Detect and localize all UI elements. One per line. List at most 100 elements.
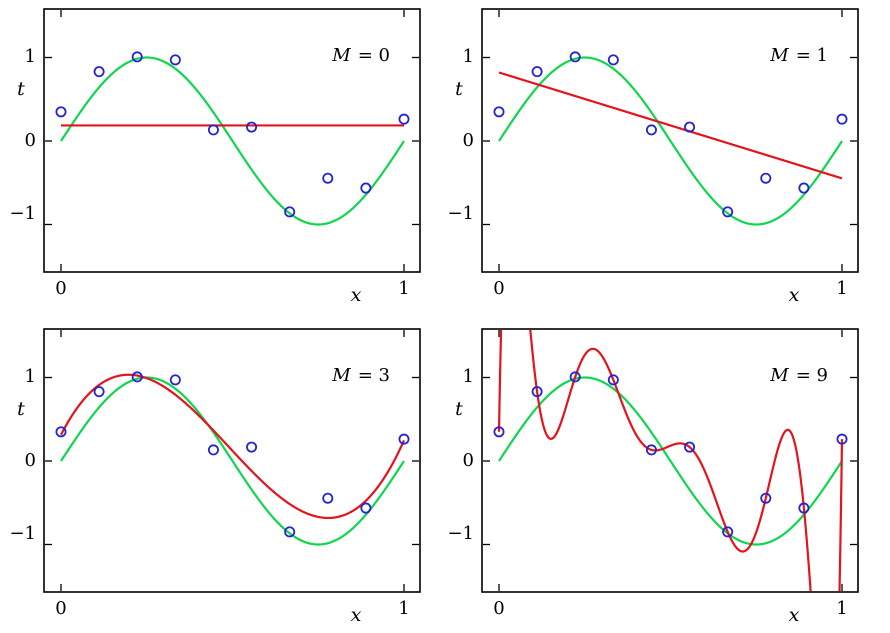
panel-title-variable: M [332,365,351,386]
data-point-marker [131,371,143,383]
data-point-marker [493,106,505,118]
data-point-marker [531,386,543,398]
plot-canvas-m1 [481,8,859,273]
data-point-marker [398,113,410,125]
data-point-marker [360,182,372,194]
data-point-marker [246,441,258,453]
data-point-marker [798,502,810,514]
y-axis-label: t [17,398,25,420]
data-point-marker [645,124,657,136]
data-point-marker [607,54,619,66]
data-point-marker [398,433,410,445]
data-point-marker [322,172,334,184]
y-axis-label: t [455,398,463,420]
panel-title-m9: M = 9 [628,366,828,386]
data-point-marker [93,66,105,78]
y-tick-label-1: 1 [462,46,474,67]
y-axis-label: t [17,78,25,100]
y-tick-label-minus1: −1 [9,523,36,544]
data-point-marker [836,113,848,125]
data-point-marker [760,492,772,504]
polynomial-fit-curve [497,330,844,591]
panel-title-m3: M = 3 [190,366,390,386]
panel-title-value: = 0 [357,45,390,66]
x-axis-label: x [350,284,362,306]
panel-title-m1: M = 1 [628,46,828,66]
data-point-marker [684,441,696,453]
data-point-marker [569,51,581,63]
data-point-marker [760,172,772,184]
panel-title-variable: M [770,45,789,66]
y-tick-label-0: 0 [462,130,474,151]
y-axis-label: t [455,78,463,100]
data-point-marker [722,206,734,218]
data-point-marker [207,444,219,456]
data-point-marker [55,106,67,118]
data-point-marker [131,51,143,63]
y-tick-label-minus1: −1 [447,203,474,224]
y-tick-label-0: 0 [24,130,36,151]
data-point-marker [798,182,810,194]
plot-canvas-m0 [43,8,421,273]
subplot-m3: 1 0 −1 t 0 1 x M = 3 [0,320,452,633]
subplot-m9: 1 0 −1 t 0 1 x M = 9 [438,320,890,633]
x-tick-label-1: 1 [836,278,848,299]
data-point-marker [607,374,619,386]
data-point-marker [207,124,219,136]
subplot-m1: 1 0 −1 t 0 1 x M = 1 [438,0,890,316]
data-point-marker [722,526,734,538]
y-tick-label-0: 0 [462,450,474,471]
data-point-marker [284,206,296,218]
true-function-curve [498,376,843,546]
data-point-marker [531,66,543,78]
x-tick-label-0: 0 [493,278,505,299]
y-tick-label-1: 1 [462,366,474,387]
panel-title-variable: M [770,365,789,386]
y-tick-label-1: 1 [24,46,36,67]
panel-title-m0: M = 0 [190,46,390,66]
data-point-marker [93,386,105,398]
data-point-marker [836,433,848,445]
subplot-m0: 1 0 −1 t 0 1 x M = 0 [0,0,452,316]
data-point-marker [493,426,505,438]
data-point-marker [322,492,334,504]
data-point-marker [169,54,181,66]
x-tick-label-1: 1 [398,598,410,619]
x-axis-label: x [350,604,362,626]
true-function-curve [60,56,405,226]
data-point-marker [169,374,181,386]
panel-title-value: = 9 [795,365,828,386]
data-point-marker [569,371,581,383]
data-point-marker [645,444,657,456]
y-tick-label-1: 1 [24,366,36,387]
x-tick-label-1: 1 [836,598,848,619]
axes-box [43,328,421,593]
true-function-curve [60,376,405,546]
data-point-marker [284,526,296,538]
panel-title-value: = 1 [795,45,828,66]
axes-box [481,328,859,593]
polynomial-fit-curve [498,71,843,180]
x-axis-label: x [788,284,800,306]
axes-box [481,8,859,273]
data-point-marker [684,121,696,133]
true-function-curve [498,56,843,226]
x-tick-label-1: 1 [398,278,410,299]
x-tick-label-0: 0 [493,598,505,619]
panel-title-value: = 3 [357,365,390,386]
data-point-marker [55,426,67,438]
x-axis-label: x [788,604,800,626]
x-tick-label-0: 0 [55,278,67,299]
polynomial-fit-curve [60,373,406,520]
plot-canvas-m3 [43,328,421,593]
panel-title-variable: M [332,45,351,66]
data-point-marker [360,502,372,514]
data-point-marker [246,121,258,133]
y-tick-label-minus1: −1 [9,203,36,224]
axes-box [43,8,421,273]
x-tick-label-0: 0 [55,598,67,619]
plot-canvas-m9 [481,328,859,593]
y-tick-label-0: 0 [24,450,36,471]
y-tick-label-minus1: −1 [447,523,474,544]
